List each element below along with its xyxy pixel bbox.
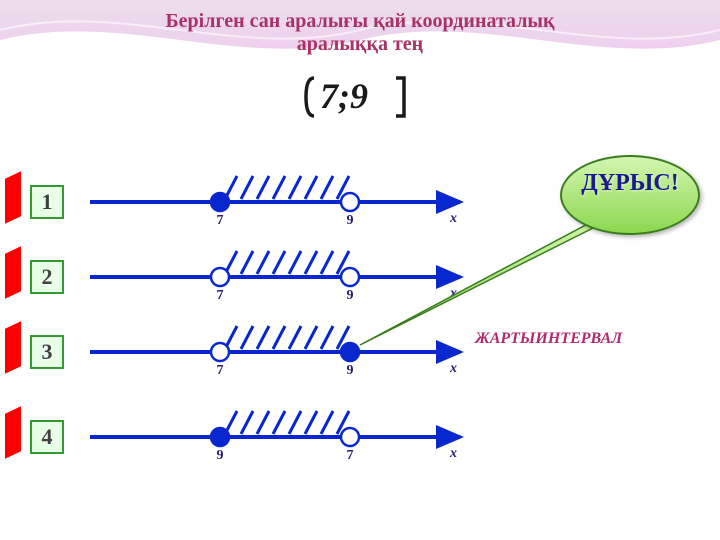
point-label: 7 (347, 448, 354, 463)
axis-variable-label: х (449, 211, 457, 226)
open-point-icon (211, 343, 229, 361)
correct-callout: ДҰРЫС! (560, 155, 700, 235)
half-interval-label: ЖАРТЫИНТЕРВАЛ (475, 330, 622, 348)
closed-point-icon (211, 428, 229, 446)
option-button-3[interactable]: 3 (30, 335, 64, 369)
open-point-icon (341, 268, 359, 286)
selection-marker (5, 246, 21, 298)
point-label: 9 (347, 288, 354, 303)
number-line: 7 9 х (80, 310, 480, 380)
row-2: 2 7 9 х (10, 235, 710, 305)
open-point-icon (211, 268, 229, 286)
selection-marker (5, 321, 21, 373)
page-title: Берілген сан аралығы қай координаталық а… (0, 10, 720, 56)
closed-point-icon (341, 343, 359, 361)
option-button-2[interactable]: 2 (30, 260, 64, 294)
open-point-icon (341, 193, 359, 211)
point-label: 9 (347, 363, 354, 378)
point-label: 7 (217, 363, 224, 378)
axis-variable-label: х (449, 361, 457, 376)
number-line: 7 9 х (80, 160, 480, 230)
title-line1: Берілген сан аралығы қай координаталық (165, 10, 554, 32)
correct-text: ДҰРЫС! (581, 170, 678, 196)
svg-text:7;9: 7;9 (320, 76, 368, 116)
closed-point-icon (211, 193, 229, 211)
point-label: 9 (217, 448, 224, 463)
title-line2: аралыққа тең (297, 33, 423, 55)
option-button-4[interactable]: 4 (30, 420, 64, 454)
interval-notation: 7;9 (0, 74, 720, 120)
selection-marker (5, 171, 21, 223)
option-button-1[interactable]: 1 (30, 185, 64, 219)
axis-variable-label: х (449, 446, 457, 461)
point-label: 7 (217, 288, 224, 303)
open-point-icon (341, 428, 359, 446)
row-4: 4 9 7 х (10, 395, 710, 465)
selection-marker (5, 406, 21, 458)
point-label: 7 (217, 213, 224, 228)
number-line: 9 7 х (80, 395, 480, 465)
number-line: 7 9 х (80, 235, 480, 305)
point-label: 9 (347, 213, 354, 228)
axis-variable-label: х (449, 286, 457, 301)
